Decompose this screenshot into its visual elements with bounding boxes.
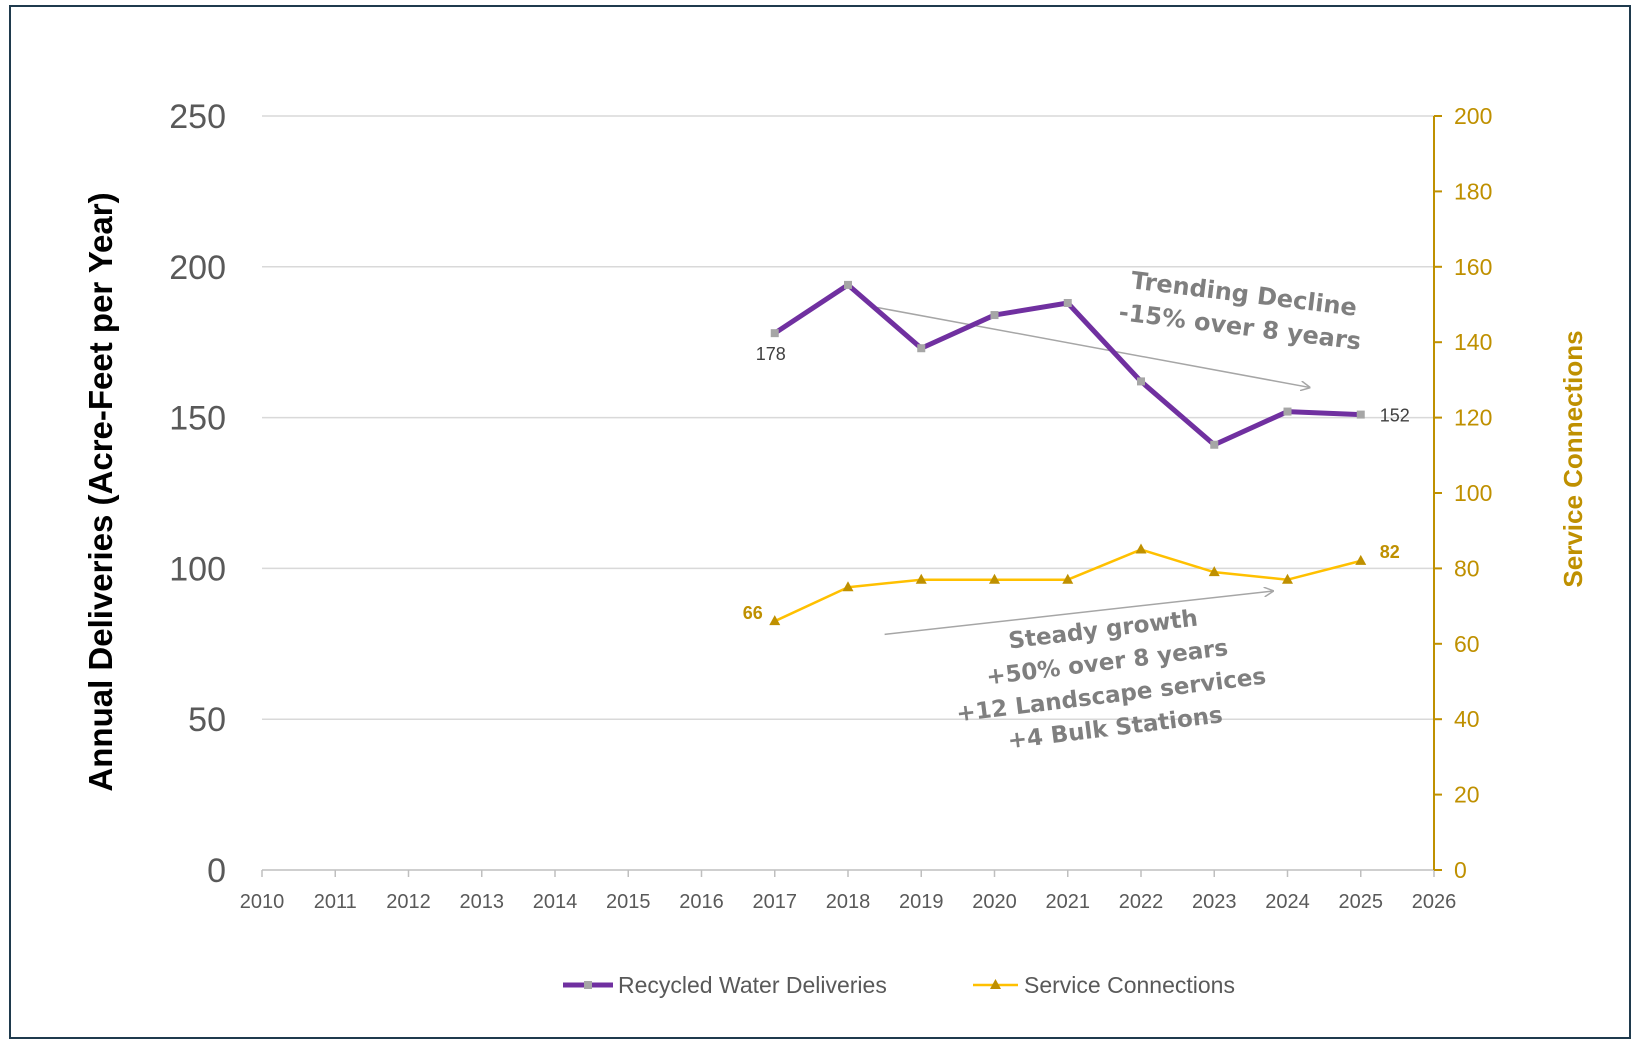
y-left-tick-label: 250 xyxy=(169,98,226,136)
y-right-axis-title: Service Connections xyxy=(1558,330,1588,587)
data-point-recycled-water xyxy=(844,280,852,289)
legend-label-service-connections: Service Connections xyxy=(1024,972,1235,998)
data-point-service-connections xyxy=(842,581,854,592)
data-label-connections-first: 66 xyxy=(743,603,763,623)
x-tick-label: 2015 xyxy=(606,891,651,913)
y-right-tick-label: 160 xyxy=(1454,254,1492,280)
annotations: Trending Decline-15% over 8 yearsSteady … xyxy=(955,265,1366,754)
trend-arrows xyxy=(877,306,1309,636)
x-tick-label: 2016 xyxy=(679,891,724,913)
data-point-recycled-water xyxy=(1137,377,1145,386)
x-tick-label: 2014 xyxy=(533,891,578,913)
legend: Recycled Water Deliveries Service Connect… xyxy=(563,972,1235,998)
data-point-recycled-water xyxy=(770,329,779,338)
data-point-service-connections xyxy=(989,573,1000,584)
data-point-recycled-water xyxy=(1063,298,1072,307)
x-tick-label: 2026 xyxy=(1412,891,1457,913)
x-tick-label: 2021 xyxy=(1046,891,1091,913)
series-layer xyxy=(769,280,1367,626)
x-tick-label: 2024 xyxy=(1265,891,1310,913)
x-tick-label: 2023 xyxy=(1192,891,1237,913)
x-tick-label: 2018 xyxy=(826,891,871,913)
y-left-tick-label: 100 xyxy=(169,550,226,588)
y-left-tick-label: 150 xyxy=(169,400,226,438)
x-tick-label: 2022 xyxy=(1119,891,1164,913)
y-right-tick-label: 0 xyxy=(1454,857,1467,883)
trend-decline-arrow xyxy=(877,306,1309,388)
data-point-recycled-water xyxy=(1283,407,1292,416)
trend-growth-arrow xyxy=(884,591,1273,636)
data-point-recycled-water xyxy=(1356,410,1365,419)
x-tick-label: 2020 xyxy=(972,891,1017,913)
y-right-tick-label: 60 xyxy=(1454,631,1480,657)
gridlines xyxy=(262,115,1434,720)
x-tick-label: 2013 xyxy=(460,891,505,913)
data-point-recycled-water xyxy=(917,344,926,353)
x-tick-label: 2019 xyxy=(899,891,944,913)
data-point-service-connections xyxy=(915,573,927,584)
y-right-tick-label: 140 xyxy=(1454,329,1492,355)
y-left-axis-title: Annual Deliveries (Acre-Feet per Year) xyxy=(82,192,119,791)
data-label-recycled-last: 152 xyxy=(1380,406,1410,426)
data-label-recycled-first: 178 xyxy=(756,344,786,364)
y-right-tick-label: 120 xyxy=(1454,405,1492,431)
data-point-service-connections xyxy=(1062,573,1074,584)
x-tick-label: 2011 xyxy=(314,891,357,913)
data-point-service-connections xyxy=(1208,566,1220,577)
data-labels: 178 152 66 82 xyxy=(743,344,1410,623)
data-point-service-connections xyxy=(1135,543,1147,554)
x-tick-label: 2010 xyxy=(240,891,285,913)
chart-frame xyxy=(9,5,1631,1039)
y-right-tick-label: 200 xyxy=(1454,103,1492,129)
x-tick-label: 2012 xyxy=(386,891,431,913)
x-tick-label: 2017 xyxy=(753,891,798,913)
data-point-recycled-water xyxy=(1210,440,1219,449)
y-left-tick-label: 50 xyxy=(188,701,226,739)
y-left-tick-label: 0 xyxy=(207,852,226,890)
legend-marker-recycled-water xyxy=(584,981,592,989)
legend-label-recycled-water: Recycled Water Deliveries xyxy=(618,972,887,998)
data-point-service-connections xyxy=(769,615,781,626)
y-right-tick-label: 40 xyxy=(1454,706,1480,732)
x-tick-label: 2025 xyxy=(1339,891,1384,913)
y-left-tick-label: 200 xyxy=(169,249,226,287)
legend-marker-service-connections xyxy=(990,979,1001,989)
y-right-tick-label: 80 xyxy=(1454,555,1480,581)
series-line-service-connections xyxy=(774,548,1362,623)
annotation-trending-decline: Trending Decline-15% over 8 years xyxy=(1117,265,1366,355)
y-right-tick-label: 180 xyxy=(1454,178,1492,204)
data-label-connections-last: 82 xyxy=(1380,542,1400,562)
data-point-service-connections xyxy=(1282,573,1293,584)
y-right-tick-label: 100 xyxy=(1454,480,1492,506)
data-point-service-connections xyxy=(1355,554,1367,565)
y-right-tick-label: 20 xyxy=(1454,782,1480,808)
data-point-recycled-water xyxy=(990,311,999,320)
